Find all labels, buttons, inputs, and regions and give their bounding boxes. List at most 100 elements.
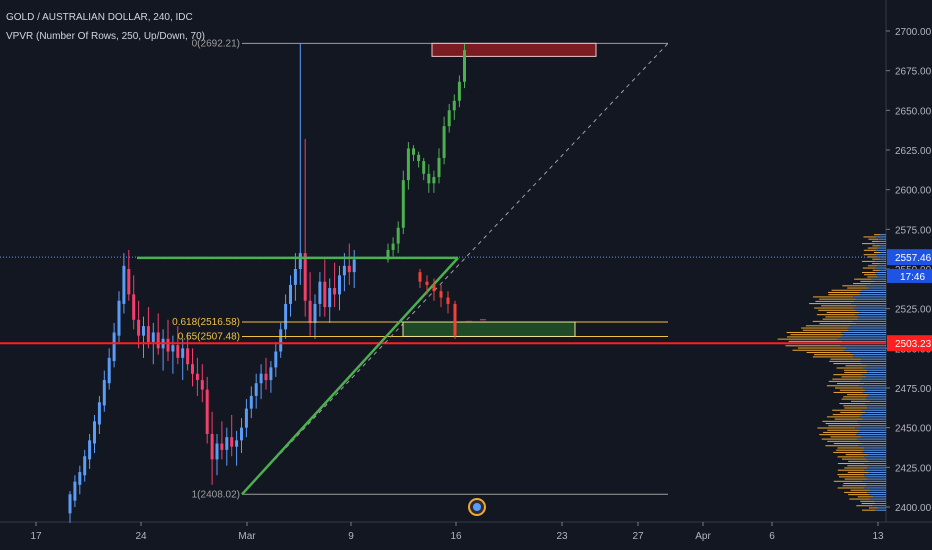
vp-down-bar bbox=[843, 405, 867, 407]
fib-label: 0.618(2516.58) bbox=[172, 317, 240, 328]
vp-up-bar bbox=[861, 409, 886, 411]
candle-body bbox=[347, 265, 351, 273]
vp-up-bar bbox=[861, 378, 886, 380]
vp-up-bar bbox=[843, 349, 886, 351]
vp-down-bar bbox=[867, 247, 878, 249]
projection-red-body bbox=[453, 303, 457, 336]
vp-up-bar bbox=[861, 436, 886, 438]
vp-up-bar bbox=[862, 451, 886, 453]
projection-body bbox=[463, 50, 466, 82]
x-tick-label: 27 bbox=[632, 531, 644, 542]
vp-up-bar bbox=[866, 376, 886, 378]
vp-up-bar bbox=[864, 474, 886, 476]
vp-up-bar bbox=[868, 494, 886, 496]
vp-down-bar bbox=[809, 303, 852, 305]
vp-down-bar bbox=[843, 483, 867, 485]
countdown-label-bg bbox=[887, 268, 932, 283]
candle-body bbox=[298, 253, 302, 269]
x-tick-label: 24 bbox=[135, 531, 147, 542]
vp-up-bar bbox=[854, 300, 886, 302]
candle-body bbox=[269, 367, 273, 381]
vp-down-bar bbox=[830, 436, 862, 438]
candle-body bbox=[352, 259, 356, 273]
projection-body bbox=[391, 243, 395, 250]
vp-down-bar bbox=[840, 411, 866, 413]
vp-down-bar bbox=[851, 400, 871, 402]
candle-body bbox=[200, 380, 204, 390]
vp-up-bar bbox=[866, 405, 886, 407]
projection-body bbox=[447, 110, 451, 127]
projection-body bbox=[457, 81, 461, 101]
candle-body bbox=[289, 284, 292, 304]
candle-body bbox=[313, 303, 317, 323]
vp-up-bar bbox=[868, 471, 886, 473]
vp-up-bar bbox=[858, 423, 886, 425]
vp-up-bar bbox=[874, 280, 886, 282]
vp-down-bar bbox=[828, 425, 861, 427]
vp-down-bar bbox=[843, 369, 868, 371]
fib-label: 0.65(2507.48) bbox=[178, 331, 240, 342]
vp-up-bar bbox=[859, 385, 886, 387]
vp-up-bar bbox=[877, 256, 886, 258]
vp-down-bar bbox=[847, 471, 869, 473]
vp-up-bar bbox=[864, 456, 886, 458]
vp-up-bar bbox=[848, 329, 886, 331]
candle-body bbox=[328, 288, 332, 308]
vp-up-bar bbox=[856, 434, 886, 436]
vp-up-bar bbox=[873, 496, 886, 498]
vp-up-bar bbox=[859, 311, 886, 313]
fib-label: 0(2692.21) bbox=[192, 38, 240, 49]
vp-up-bar bbox=[878, 238, 886, 240]
candle-body bbox=[191, 364, 194, 374]
vp-up-bar bbox=[875, 254, 886, 256]
candle-body bbox=[107, 357, 111, 384]
projection-red-body bbox=[439, 291, 443, 298]
vp-up-bar bbox=[867, 454, 886, 456]
y-tick-label: 2600.00 bbox=[895, 186, 932, 197]
vp-down-bar bbox=[843, 396, 867, 398]
vp-down-bar bbox=[873, 234, 881, 236]
vp-up-bar bbox=[861, 358, 886, 360]
vp-down-bar bbox=[842, 485, 867, 487]
candle-body bbox=[259, 373, 263, 384]
candle-body bbox=[186, 348, 190, 365]
vp-up-bar bbox=[864, 463, 886, 465]
vp-down-bar bbox=[816, 314, 855, 316]
vp-down-bar bbox=[841, 398, 866, 400]
x-tick-label: 9 bbox=[348, 531, 354, 542]
vp-down-bar bbox=[822, 420, 858, 422]
vp-up-bar bbox=[854, 314, 886, 316]
vp-up-bar bbox=[880, 269, 886, 271]
projection-body bbox=[386, 249, 390, 260]
support-price-label: 2503.23 bbox=[895, 339, 932, 350]
vp-down-bar bbox=[813, 296, 854, 298]
vp-down-bar bbox=[868, 238, 879, 240]
symbol-title: GOLD / AUSTRALIAN DOLLAR, 240, IDC bbox=[6, 12, 193, 23]
vp-up-bar bbox=[877, 247, 886, 249]
vp-down-bar bbox=[844, 491, 868, 493]
vp-down-bar bbox=[833, 443, 863, 445]
projection-body bbox=[432, 176, 436, 184]
vp-up-bar bbox=[861, 289, 886, 291]
vp-down-bar bbox=[867, 276, 878, 278]
vp-down-bar bbox=[873, 251, 881, 253]
vp-up-bar bbox=[868, 460, 886, 462]
candle-body bbox=[195, 373, 199, 381]
vp-down-bar bbox=[833, 451, 863, 453]
vp-up-bar bbox=[853, 307, 886, 309]
vp-down-bar bbox=[833, 391, 863, 393]
candle-body bbox=[127, 269, 131, 295]
y-tick-label: 2575.00 bbox=[895, 225, 932, 236]
vp-up-bar bbox=[874, 500, 886, 502]
vp-down-bar bbox=[814, 307, 854, 309]
candle-body bbox=[73, 481, 77, 501]
vp-down-bar bbox=[828, 380, 861, 382]
vp-up-bar bbox=[879, 245, 886, 247]
vp-up-bar bbox=[872, 505, 886, 507]
vp-down-bar bbox=[847, 287, 869, 289]
projection-body bbox=[437, 157, 441, 177]
vp-up-bar bbox=[880, 251, 886, 253]
vp-down-bar bbox=[847, 394, 869, 396]
candle-body bbox=[176, 345, 180, 358]
